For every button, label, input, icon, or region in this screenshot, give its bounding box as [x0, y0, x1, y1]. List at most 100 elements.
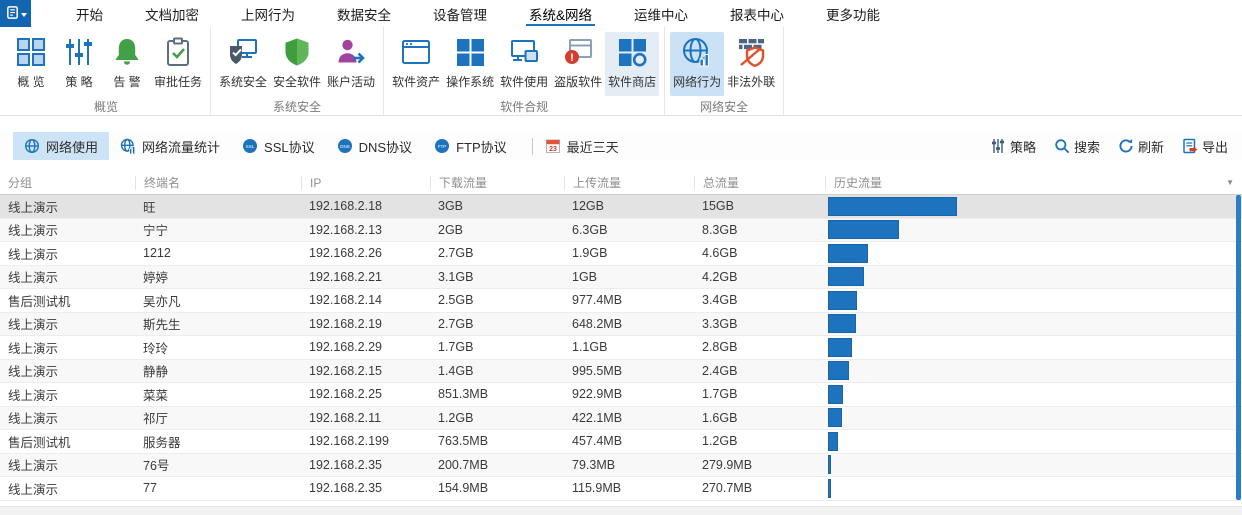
cell-history: [825, 313, 1242, 336]
ribbon-item[interactable]: 软件资产: [389, 32, 443, 96]
cell-history: [825, 407, 1242, 430]
column-header[interactable]: 下载流量: [430, 176, 564, 190]
ribbon-item-label: 账户活动: [327, 75, 376, 89]
ribbon-item[interactable]: ! 盗版软件: [551, 32, 605, 96]
cell-download: 1.2GB: [438, 410, 474, 425]
table-row[interactable]: 线上演示 斯先生 192.168.2.19 2.7GB 648.2MB 3.3GB: [0, 312, 1242, 336]
ribbon-item-label: 告 警: [113, 75, 141, 89]
history-traffic-bar: [828, 290, 857, 310]
ftp-badge-icon: FTP: [434, 138, 450, 154]
security-software-icon: [281, 36, 313, 68]
ribbon-item[interactable]: 审批任务: [151, 32, 205, 96]
menu-tab[interactable]: 系统&网络: [508, 0, 613, 27]
column-header[interactable]: 上传流量: [564, 176, 694, 190]
ribbon-item[interactable]: 告 警: [103, 32, 151, 96]
ribbon-group: 系统安全 安全软件 账户活动 系统安全: [211, 27, 385, 115]
cell-total: 3.4GB: [702, 293, 738, 308]
svg-text:DNS: DNS: [340, 144, 350, 149]
ribbon-group: 软件资产 操作系统 软件使用! 盗版软件 软件商店 软件合规: [384, 27, 666, 115]
action-button[interactable]: 策略: [990, 137, 1036, 156]
illegal-external-icon: [735, 36, 767, 68]
ribbon-item[interactable]: 操作系统: [443, 32, 497, 96]
table-row[interactable]: 线上演示 旺 192.168.2.18 3GB 12GB 15GB: [0, 195, 1242, 219]
table-row[interactable]: 线上演示 77 192.168.2.35 154.9MB 115.9MB 270.7MB: [0, 477, 1242, 501]
table-row[interactable]: 线上演示 玲玲 192.168.2.29 1.7GB 1.1GB 2.8GB: [0, 336, 1242, 360]
cell-ip: 192.168.2.14: [309, 293, 382, 308]
chevron-down-icon: [20, 12, 27, 17]
approval-icon: [162, 36, 194, 68]
table-row[interactable]: 线上演示 菜菜 192.168.2.25 851.3MB 922.9MB 1.7GB: [0, 383, 1242, 407]
column-header[interactable]: 历史流量: [825, 176, 1242, 190]
ribbon-group-label: 网络安全: [700, 100, 749, 114]
ribbon-item[interactable]: 网络行为: [670, 32, 725, 96]
ribbon-item[interactable]: 软件商店: [605, 32, 660, 96]
menu-tab[interactable]: 上网行为: [241, 7, 295, 23]
table-row[interactable]: 线上演示 祁厅 192.168.2.11 1.2GB 422.1MB 1.6GB: [0, 406, 1242, 430]
cell-download: 851.3MB: [438, 387, 489, 402]
cell-history: [825, 266, 1242, 289]
menu-tab[interactable]: 开始: [76, 7, 103, 23]
action-button[interactable]: 导出: [1182, 137, 1228, 156]
app-menu-icon: [5, 5, 20, 23]
toolbar-divider: [531, 137, 533, 155]
table-row[interactable]: 线上演示 1212 192.168.2.26 2.7GB 1.9GB 4.6GB: [0, 242, 1242, 266]
cell-history: [825, 454, 1242, 477]
table-row[interactable]: 售后测试机 吴亦凡 192.168.2.14 2.5GB 977.4MB 3.4GB: [0, 289, 1242, 313]
cell-ip: 192.168.2.19: [309, 316, 382, 331]
column-header[interactable]: IP: [301, 176, 430, 190]
table-row[interactable]: 售后测试机 服务器 192.168.2.199 763.5MB 457.4MB 1.2GB: [0, 430, 1242, 454]
horizontal-scrollbar-track[interactable]: [0, 506, 1242, 515]
history-traffic-bar: [828, 314, 856, 334]
cell-total: 15GB: [702, 199, 734, 214]
column-menu-arrow-icon[interactable]: ▼: [1226, 178, 1234, 187]
ribbon-item[interactable]: 概 览: [7, 32, 55, 96]
subtab[interactable]: 网络使用: [13, 132, 110, 160]
menu-tab[interactable]: 更多功能: [826, 7, 881, 23]
subtab[interactable]: FTP FTP协议: [423, 132, 518, 160]
column-header[interactable]: 终端名: [135, 176, 301, 190]
ribbon-group-label: 概览: [94, 100, 119, 114]
table-row[interactable]: 线上演示 76号 192.168.2.35 200.7MB 79.3MB 279.9MB: [0, 453, 1242, 477]
vertical-scrollbar[interactable]: [1236, 195, 1241, 500]
history-traffic-bar: [828, 243, 868, 263]
table-row[interactable]: 线上演示 宁宁 192.168.2.13 2GB 6.3GB 8.3GB: [0, 218, 1242, 242]
ribbon-item[interactable]: 账户活动: [324, 32, 378, 96]
ribbon-item[interactable]: 非法外联: [724, 32, 778, 96]
ribbon-item[interactable]: 策 略: [55, 32, 103, 96]
toolbar-actions: 策略 搜索 刷新 导出: [990, 137, 1242, 156]
action-button[interactable]: 刷新: [1118, 137, 1164, 156]
subtab[interactable]: DNS DNS协议: [326, 132, 423, 160]
action-label: 导出: [1201, 139, 1228, 155]
ribbon-item-label: 审批任务: [154, 75, 203, 89]
cell-terminal: 祁厅: [143, 412, 169, 427]
ribbon-item[interactable]: 系统安全: [216, 32, 270, 96]
cell-upload: 79.3MB: [572, 457, 616, 472]
policy-icon: [63, 36, 95, 68]
menu-tab[interactable]: 数据安全: [337, 7, 391, 23]
cell-terminal: 1212: [143, 246, 171, 261]
date-range-filter[interactable]: 23 最近三天: [545, 137, 619, 156]
ribbon-item[interactable]: 安全软件: [270, 32, 324, 96]
column-header[interactable]: 总流量: [694, 176, 825, 190]
search-button[interactable]: 搜索: [1054, 137, 1100, 156]
subtab[interactable]: 网络流量统计: [109, 132, 231, 160]
history-traffic-bar: [828, 361, 849, 381]
cell-total: 4.6GB: [702, 246, 738, 261]
cell-upload: 115.9MB: [572, 481, 622, 496]
menu-tab[interactable]: 设备管理: [433, 7, 487, 23]
subtab[interactable]: SSL SSL协议: [231, 132, 326, 160]
app-menu-button[interactable]: [0, 0, 31, 27]
table-body: 线上演示旺 192.168.2.18 3GB 12GB 15GB 线上演示 宁宁 192.16…: [0, 195, 1242, 501]
ribbon-item[interactable]: 软件使用: [497, 32, 551, 96]
menu-tab[interactable]: 运维中心: [634, 7, 689, 23]
ribbon-item-label: 概 览: [17, 75, 45, 89]
svg-text:FTP: FTP: [438, 144, 447, 149]
cell-history: [825, 430, 1242, 453]
cell-total: 279.9MB: [702, 457, 753, 472]
table-row[interactable]: 线上演示 婷婷 192.168.2.21 3.1GB 1GB 4.2GB: [0, 265, 1242, 289]
menu-tab[interactable]: 报表中心: [730, 7, 785, 23]
cell-ip: 192.168.2.21: [309, 269, 382, 284]
table-row[interactable]: 线上演示 静静 192.168.2.15 1.4GB 995.5MB 2.4GB: [0, 359, 1242, 383]
menu-tab[interactable]: 文档加密: [145, 7, 199, 23]
column-header[interactable]: 分组: [8, 176, 33, 190]
